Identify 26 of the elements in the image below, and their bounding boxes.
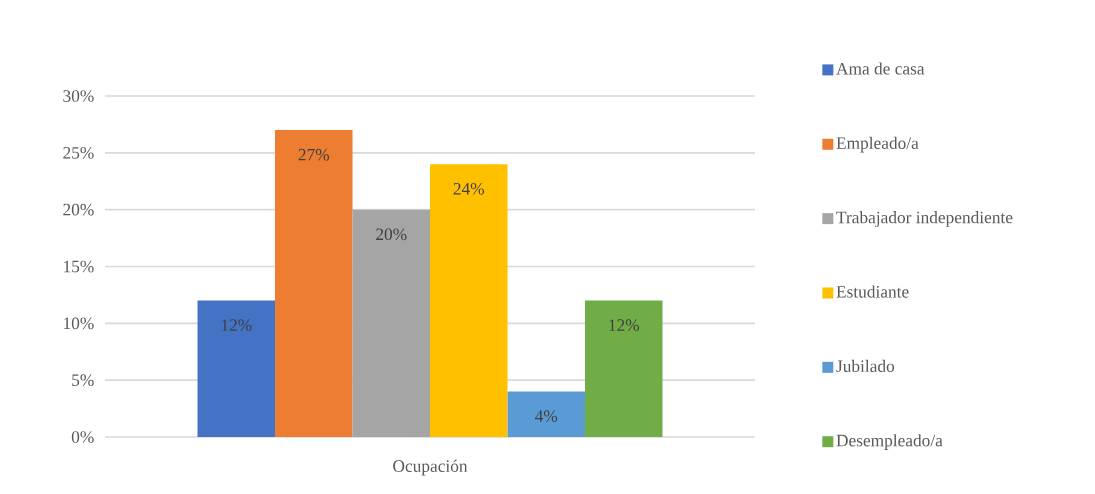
y-tick-label: 20%	[63, 203, 94, 216]
bar	[275, 130, 353, 437]
legend-label: Ama de casa	[836, 62, 925, 75]
y-tick-label: 10%	[64, 317, 94, 330]
legend-label: Trabajador independiente	[836, 211, 1013, 227]
y-tick-label: 30%	[63, 90, 94, 102]
y-tick-label: 25%	[63, 146, 94, 159]
bar	[352, 209, 431, 437]
data-label: 27%	[298, 148, 330, 161]
data-label: 20%	[376, 228, 407, 241]
data-label: 4%	[535, 410, 558, 422]
y-tick-label: 15%	[64, 260, 94, 273]
legend-label: Empleado/a	[836, 136, 919, 153]
y-tick-label: 5%	[72, 374, 94, 387]
data-label: 12%	[221, 319, 252, 332]
legend-label: Estudiante	[836, 285, 909, 298]
bar	[507, 391, 585, 437]
data-label: 12%	[609, 319, 640, 332]
bar	[197, 300, 276, 437]
bar	[430, 164, 508, 437]
x-tick-label: Ocupación	[393, 459, 468, 476]
bar	[585, 300, 663, 437]
legend-label: Jubilado	[836, 359, 895, 373]
legend-label: Desempleado/a	[836, 434, 943, 450]
y-tick-label: 0%	[71, 431, 94, 443]
data-label: 24%	[453, 182, 485, 195]
